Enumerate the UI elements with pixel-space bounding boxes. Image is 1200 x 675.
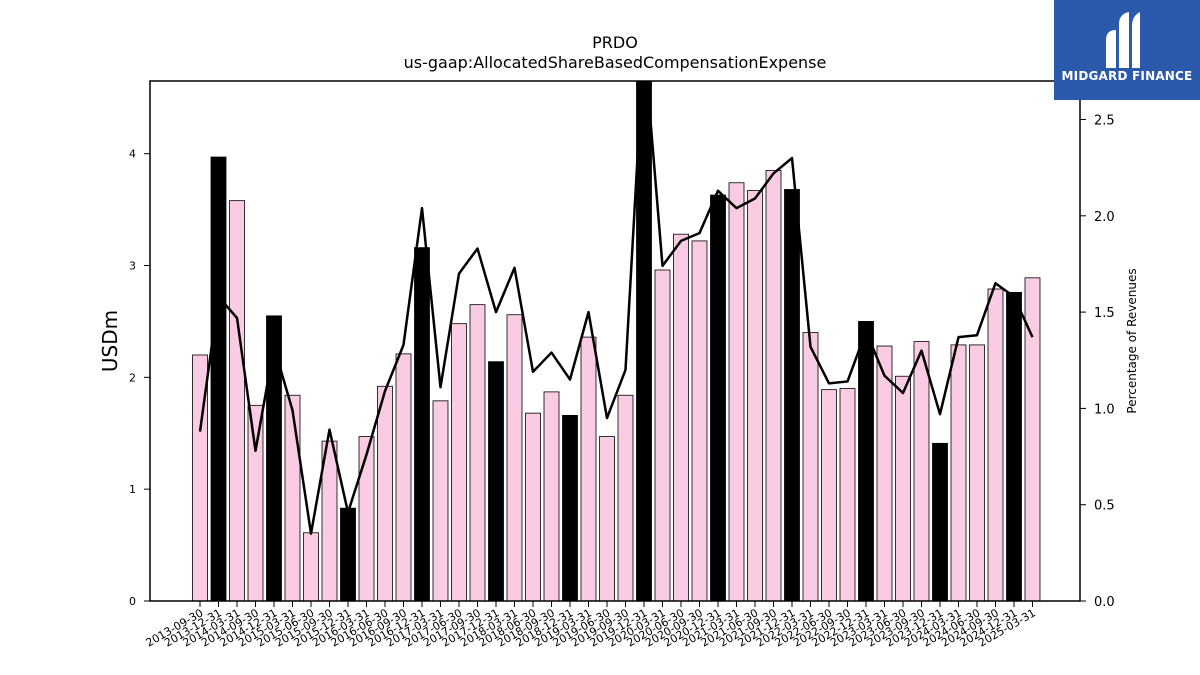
logo-text: MIDGARD FINANCE (1061, 69, 1193, 83)
bar (636, 80, 652, 602)
plot-frame (149, 80, 1081, 602)
bar (784, 189, 800, 602)
bar (247, 404, 264, 602)
y2-tick-label: 2.0 (1094, 210, 1115, 225)
y2-tick-label: 0.0 (1094, 595, 1115, 610)
bar (266, 315, 282, 602)
y2-axis-label: Percentage of Revenues (1125, 268, 1139, 413)
bar (451, 323, 467, 602)
y-tick-label: 3 (129, 260, 136, 273)
series-line (198, 81, 1034, 535)
bar (358, 436, 375, 602)
bar (580, 336, 597, 602)
bar (284, 394, 301, 602)
y2-axis: 0.0 0.5 1.0 1.5 2.0 2.5 (1080, 114, 1115, 610)
bar (858, 321, 874, 602)
bar (691, 240, 708, 602)
bar (562, 414, 578, 602)
bar (747, 190, 763, 602)
bar (377, 385, 393, 602)
y2-tick-label: 2.5 (1094, 114, 1115, 129)
logo-panel: MIDGARD FINANCE (1054, 0, 1200, 100)
bar (340, 507, 356, 602)
bar (987, 288, 1004, 602)
bar (469, 304, 486, 602)
y-tick-label: 4 (129, 148, 136, 161)
y2-tick-label: 1.0 (1094, 402, 1115, 417)
bar (839, 388, 856, 602)
y2-tick-label: 1.5 (1094, 306, 1115, 321)
bar (673, 233, 689, 602)
bar (728, 182, 745, 602)
bar (210, 156, 227, 602)
bar (654, 269, 671, 602)
bar (932, 442, 948, 602)
bar (617, 394, 634, 602)
chart-title: PRDO (592, 33, 638, 52)
chart-subtitle: us-gaap:AllocatedShareBasedCompensationE… (404, 53, 827, 72)
bar (543, 391, 560, 602)
bar (488, 361, 504, 602)
line-group (198, 81, 1034, 535)
bar (802, 332, 819, 602)
y-axis-label: USDm (98, 310, 122, 372)
bar (1006, 291, 1022, 602)
bar (432, 400, 449, 602)
bar (506, 314, 523, 602)
bar (895, 375, 911, 602)
bar (821, 389, 837, 602)
bar (765, 170, 782, 602)
bar-group (192, 80, 1041, 602)
bar (950, 344, 967, 602)
x-axis: 2013-09-302013-12-312014-03-312014-09-30… (144, 601, 1038, 650)
y-tick-label: 2 (129, 371, 136, 384)
bar (303, 532, 319, 602)
y2-tick-label: 0.5 (1094, 499, 1115, 514)
bar (876, 345, 893, 602)
y-tick-label: 1 (129, 483, 136, 496)
bar (395, 353, 412, 602)
bar (414, 247, 430, 602)
bar (969, 344, 985, 602)
y-tick-label: 0 (129, 595, 136, 608)
y-axis: 0 1 2 3 4 (129, 148, 150, 608)
bar (710, 194, 726, 602)
logo-icon (1106, 12, 1140, 68)
bar (599, 436, 615, 602)
bar (229, 200, 245, 602)
bar (525, 412, 541, 602)
bar (913, 341, 930, 602)
